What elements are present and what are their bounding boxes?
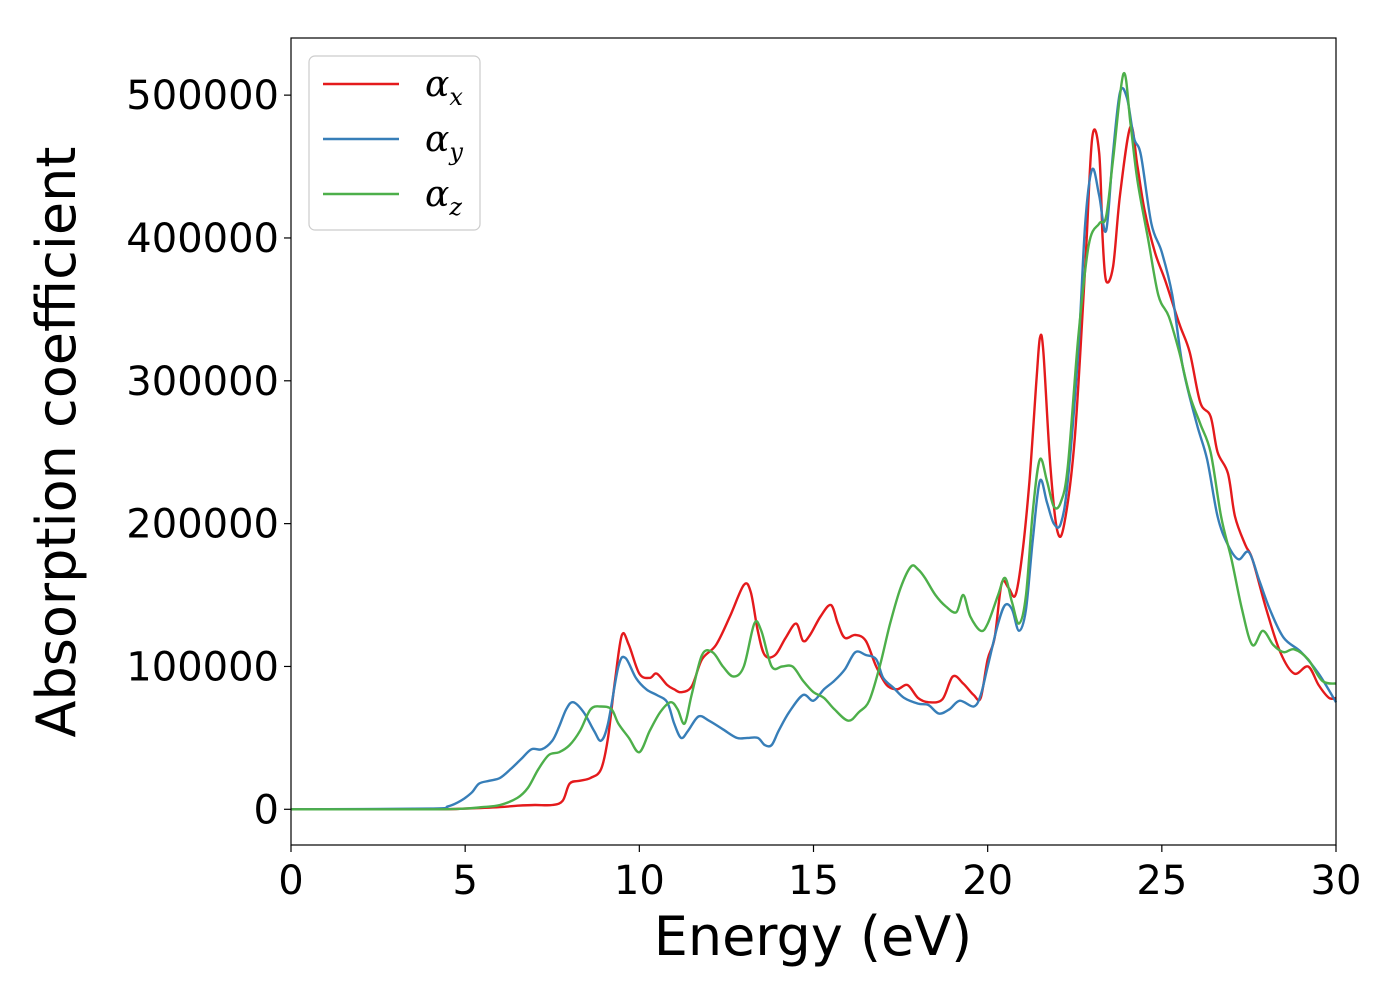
x-tick-label: 10 bbox=[614, 858, 665, 904]
x-axis-label: Energy (eV) bbox=[654, 905, 973, 968]
x-tick-label: 15 bbox=[788, 858, 839, 904]
legend-box bbox=[308, 55, 481, 231]
legend-label-symbol: α bbox=[425, 119, 449, 160]
x-tick-label: 25 bbox=[1136, 858, 1187, 904]
series-layer bbox=[290, 72, 1338, 811]
legend-label-subscript: y bbox=[448, 138, 463, 166]
legend-label-z: αz bbox=[425, 174, 462, 221]
legend-label-subscript: z bbox=[448, 193, 462, 221]
y-tick-label: 0 bbox=[254, 787, 279, 833]
y-axis-label: Absorption coefficient bbox=[25, 147, 88, 738]
series-line-z bbox=[290, 72, 1337, 811]
y-tick-label: 500000 bbox=[126, 73, 279, 119]
y-tick-label: 200000 bbox=[126, 502, 279, 548]
x-axis: 0 5 10 15 20 25 30 bbox=[278, 845, 1361, 904]
series-line-x bbox=[290, 125, 1337, 811]
series-line-y bbox=[290, 86, 1338, 811]
legend-label-y: αy bbox=[425, 119, 463, 166]
x-tick-label: 30 bbox=[1311, 858, 1362, 904]
x-tick-label: 20 bbox=[962, 858, 1013, 904]
x-tick-label: 0 bbox=[278, 858, 303, 904]
legend-label-symbol: α bbox=[425, 64, 449, 105]
y-tick-label: 300000 bbox=[126, 359, 279, 405]
legend-label-subscript: x bbox=[449, 83, 463, 111]
y-axis: 0 100000 200000 300000 400000 500000 bbox=[126, 73, 291, 833]
legend-label-x: αx bbox=[425, 64, 463, 111]
x-tick-label: 5 bbox=[452, 858, 477, 904]
y-tick-label: 400000 bbox=[126, 216, 279, 262]
y-tick-label: 100000 bbox=[126, 644, 279, 690]
legend-label-symbol: α bbox=[425, 174, 449, 215]
